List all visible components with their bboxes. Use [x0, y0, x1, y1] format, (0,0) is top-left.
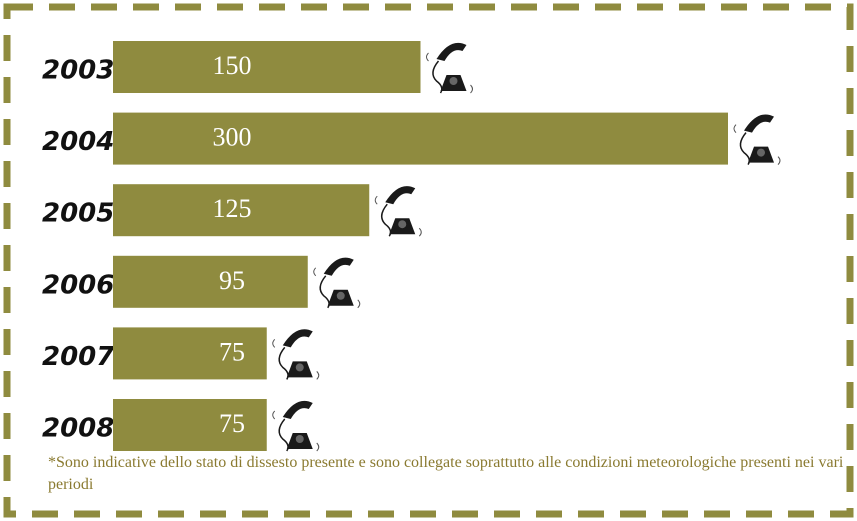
phone-dial [337, 292, 345, 300]
phone-cord [320, 276, 329, 308]
year-label: 2004 [42, 127, 114, 157]
value-label: 150 [213, 51, 252, 80]
year-label: 2007 [42, 342, 115, 372]
phone-cord [382, 204, 391, 236]
phone-handset [283, 401, 313, 419]
value-label: 75 [219, 409, 245, 438]
phone-dial [450, 77, 458, 85]
phone-cord [740, 133, 749, 165]
chart: *Sono indicative dello stato di dissesto… [0, 0, 857, 521]
phone-icon [273, 401, 319, 451]
note-box: *Sono indicative dello stato di dissesto… [48, 452, 848, 512]
phone-dial [296, 435, 304, 443]
year-label: 2005 [42, 199, 114, 229]
value-label: 95 [219, 266, 245, 295]
phone-dial [398, 220, 406, 228]
phone-icon [734, 114, 780, 164]
bar [113, 113, 728, 165]
phone-handset [385, 186, 415, 204]
phone-icon [314, 258, 360, 308]
year-label: 2008 [42, 414, 114, 444]
footnote: *Sono indicative dello stato di dissesto… [48, 452, 848, 496]
phone-handset [283, 329, 313, 347]
bar [113, 256, 308, 308]
phone-handset [744, 114, 774, 132]
phone-dial [296, 363, 304, 371]
phone-icon [273, 329, 319, 379]
value-label: 125 [213, 194, 252, 223]
phone-dial [757, 149, 765, 157]
year-label: 2006 [42, 270, 114, 300]
value-label: 75 [219, 337, 245, 366]
phone-handset [324, 258, 354, 276]
year-label: 2003 [42, 56, 114, 86]
phone-icon [427, 43, 473, 93]
phone-cord [279, 419, 288, 451]
phone-cord [433, 61, 442, 93]
bar [113, 41, 421, 93]
phone-icon [375, 186, 421, 236]
value-label: 300 [213, 123, 252, 152]
phone-cord [279, 347, 288, 379]
phone-handset [437, 43, 467, 61]
